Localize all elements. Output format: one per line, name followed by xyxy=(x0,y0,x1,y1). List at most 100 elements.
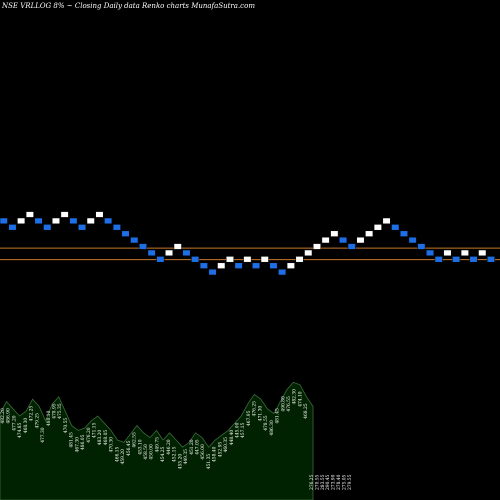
price-label: 480.10 xyxy=(47,410,52,426)
renko-brick-down xyxy=(156,256,165,263)
renko-brick-down xyxy=(469,256,478,263)
price-label: 466.15 xyxy=(115,446,120,462)
renko-brick-down xyxy=(69,217,78,225)
renko-brick-down xyxy=(399,230,408,237)
renko-brick-down xyxy=(112,224,121,231)
renko-brick-up xyxy=(330,230,339,237)
renko-brick-down xyxy=(8,224,17,231)
price-label: 468.25 xyxy=(304,403,309,419)
renko-brick-up xyxy=(443,249,452,257)
renko-brick-up xyxy=(312,243,321,250)
price-label: 454.25 xyxy=(161,446,166,462)
renko-brick-down xyxy=(252,262,261,269)
renko-brick-down xyxy=(234,262,243,269)
renko-brick-down xyxy=(278,268,287,276)
price-label: 468.30 xyxy=(24,418,29,434)
price-label: 467.95 xyxy=(247,410,252,426)
price-label: 479.25 xyxy=(35,413,40,429)
price-label: 470.55 xyxy=(64,418,69,434)
renko-brick-up xyxy=(173,243,182,250)
price-label: 481.45 xyxy=(276,408,281,424)
price-label: 276.25 xyxy=(310,474,315,490)
renko-brick-down xyxy=(347,243,356,250)
renko-brick-up xyxy=(95,211,104,218)
renko-brick-up xyxy=(286,262,295,269)
price-label: 458.40 xyxy=(213,446,218,462)
price-label: 460.35 xyxy=(224,437,229,453)
price-label: 278.40 xyxy=(337,474,342,490)
renko-brick-down xyxy=(147,249,156,257)
price-label: 472.25 xyxy=(30,406,35,422)
price-label: 486.90 xyxy=(7,408,12,424)
price-label: 459.20 xyxy=(121,449,126,465)
price-label: 478.55 xyxy=(264,415,269,431)
renko-brick-down xyxy=(191,256,200,263)
price-label: 283.55 xyxy=(321,474,326,490)
renko-brick-down xyxy=(434,256,443,263)
price-label: 452.95 xyxy=(218,442,223,458)
price-label: 471.15 xyxy=(93,422,98,438)
price-label: 468.05 xyxy=(104,430,109,446)
renko-brick-down xyxy=(199,262,208,269)
renko-brick-up xyxy=(225,256,234,263)
price-label: 470.30 xyxy=(110,437,115,453)
price-label: 447.05 xyxy=(196,439,201,455)
price-label: 273.90 xyxy=(332,474,337,490)
price-label: 477.20 xyxy=(12,415,17,431)
price-label: 275.05 xyxy=(342,474,347,490)
renko-brick-down xyxy=(43,224,52,231)
renko-brick-up xyxy=(25,211,34,218)
renko-brick-up xyxy=(17,217,26,225)
price-label: 448.40 xyxy=(230,430,235,446)
price-label: 279.55 xyxy=(348,474,353,490)
price-label: 450.00 xyxy=(150,444,155,460)
renko-brick-down xyxy=(339,236,348,244)
renko-brick-up xyxy=(373,224,382,231)
renko-brick-down xyxy=(408,236,417,244)
price-label: 453.10 xyxy=(138,439,143,455)
renko-brick-down xyxy=(426,249,435,257)
volume-area-shape xyxy=(0,381,314,500)
renko-brick-up xyxy=(478,249,487,257)
renko-brick-down xyxy=(78,224,87,231)
price-label: 446.20 xyxy=(167,439,172,455)
renko-brick-down xyxy=(269,262,278,269)
price-label: 486.05 xyxy=(81,434,86,450)
price-label: 455.20 xyxy=(178,454,183,470)
price-label: 481.45 xyxy=(70,432,75,448)
renko-brick-up xyxy=(60,211,69,218)
price-label: 476.55 xyxy=(287,396,292,412)
renko-brick-down xyxy=(34,217,43,225)
renko-brick-down xyxy=(138,243,147,250)
renko-brick-up xyxy=(217,262,226,269)
price-label: 482.30 xyxy=(293,389,298,405)
price-label: 449.35 xyxy=(184,449,189,465)
renko-brick-down xyxy=(452,256,461,263)
renko-brick-up xyxy=(243,256,252,263)
price-label: 478.95 xyxy=(53,403,58,419)
renko-brick-down xyxy=(391,224,400,231)
renko-brick-down xyxy=(486,256,495,263)
price-label: 475.35 xyxy=(58,403,63,419)
price-label: 456.00 xyxy=(201,444,206,460)
renko-brick-up xyxy=(382,217,391,225)
price-label: 474.10 xyxy=(298,391,303,407)
price-label: 452.15 xyxy=(173,446,178,462)
price-label: 483.20 xyxy=(98,430,103,446)
renko-brick-up xyxy=(295,256,304,263)
price-label: 467.30 xyxy=(75,437,80,453)
renko-brick-up xyxy=(51,217,60,225)
renko-brick-up xyxy=(365,230,374,237)
renko-brick-down xyxy=(0,217,8,225)
price-label: 490.80 xyxy=(281,396,286,412)
renko-brick-up xyxy=(86,217,95,225)
renko-brick-up xyxy=(321,236,330,244)
price-label: 449.75 xyxy=(155,437,160,453)
renko-brick-down xyxy=(182,249,191,257)
renko-brick-up xyxy=(304,249,313,257)
price-label: 270.55 xyxy=(315,474,320,490)
price-label: 486.30 xyxy=(270,420,275,436)
price-label: 462.55 xyxy=(133,432,138,448)
renko-brick-down xyxy=(208,268,217,276)
